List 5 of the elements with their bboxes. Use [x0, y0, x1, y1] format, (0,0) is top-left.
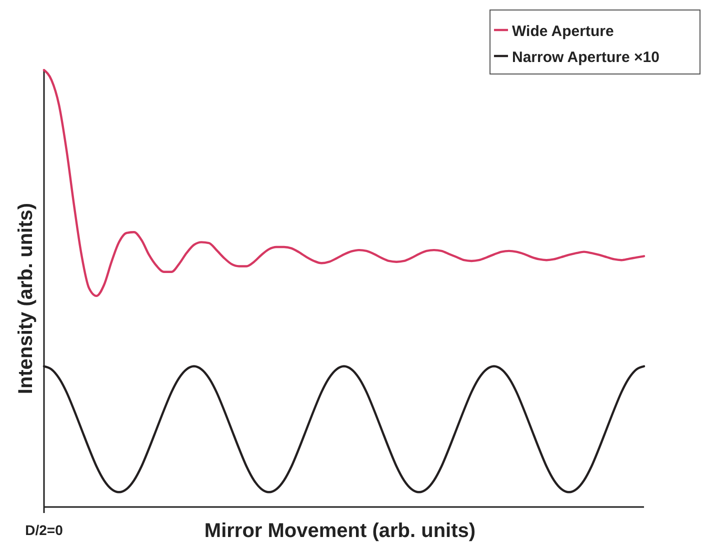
legend-label: Wide Aperture: [512, 23, 614, 40]
text: D/2=0: [25, 522, 64, 538]
x-axis-title: Mirror Movement (arb. units): [204, 520, 476, 542]
y-axis-title: Intensity (arb. units): [15, 202, 37, 394]
legend-label: Narrow Aperture ×10: [512, 49, 660, 66]
